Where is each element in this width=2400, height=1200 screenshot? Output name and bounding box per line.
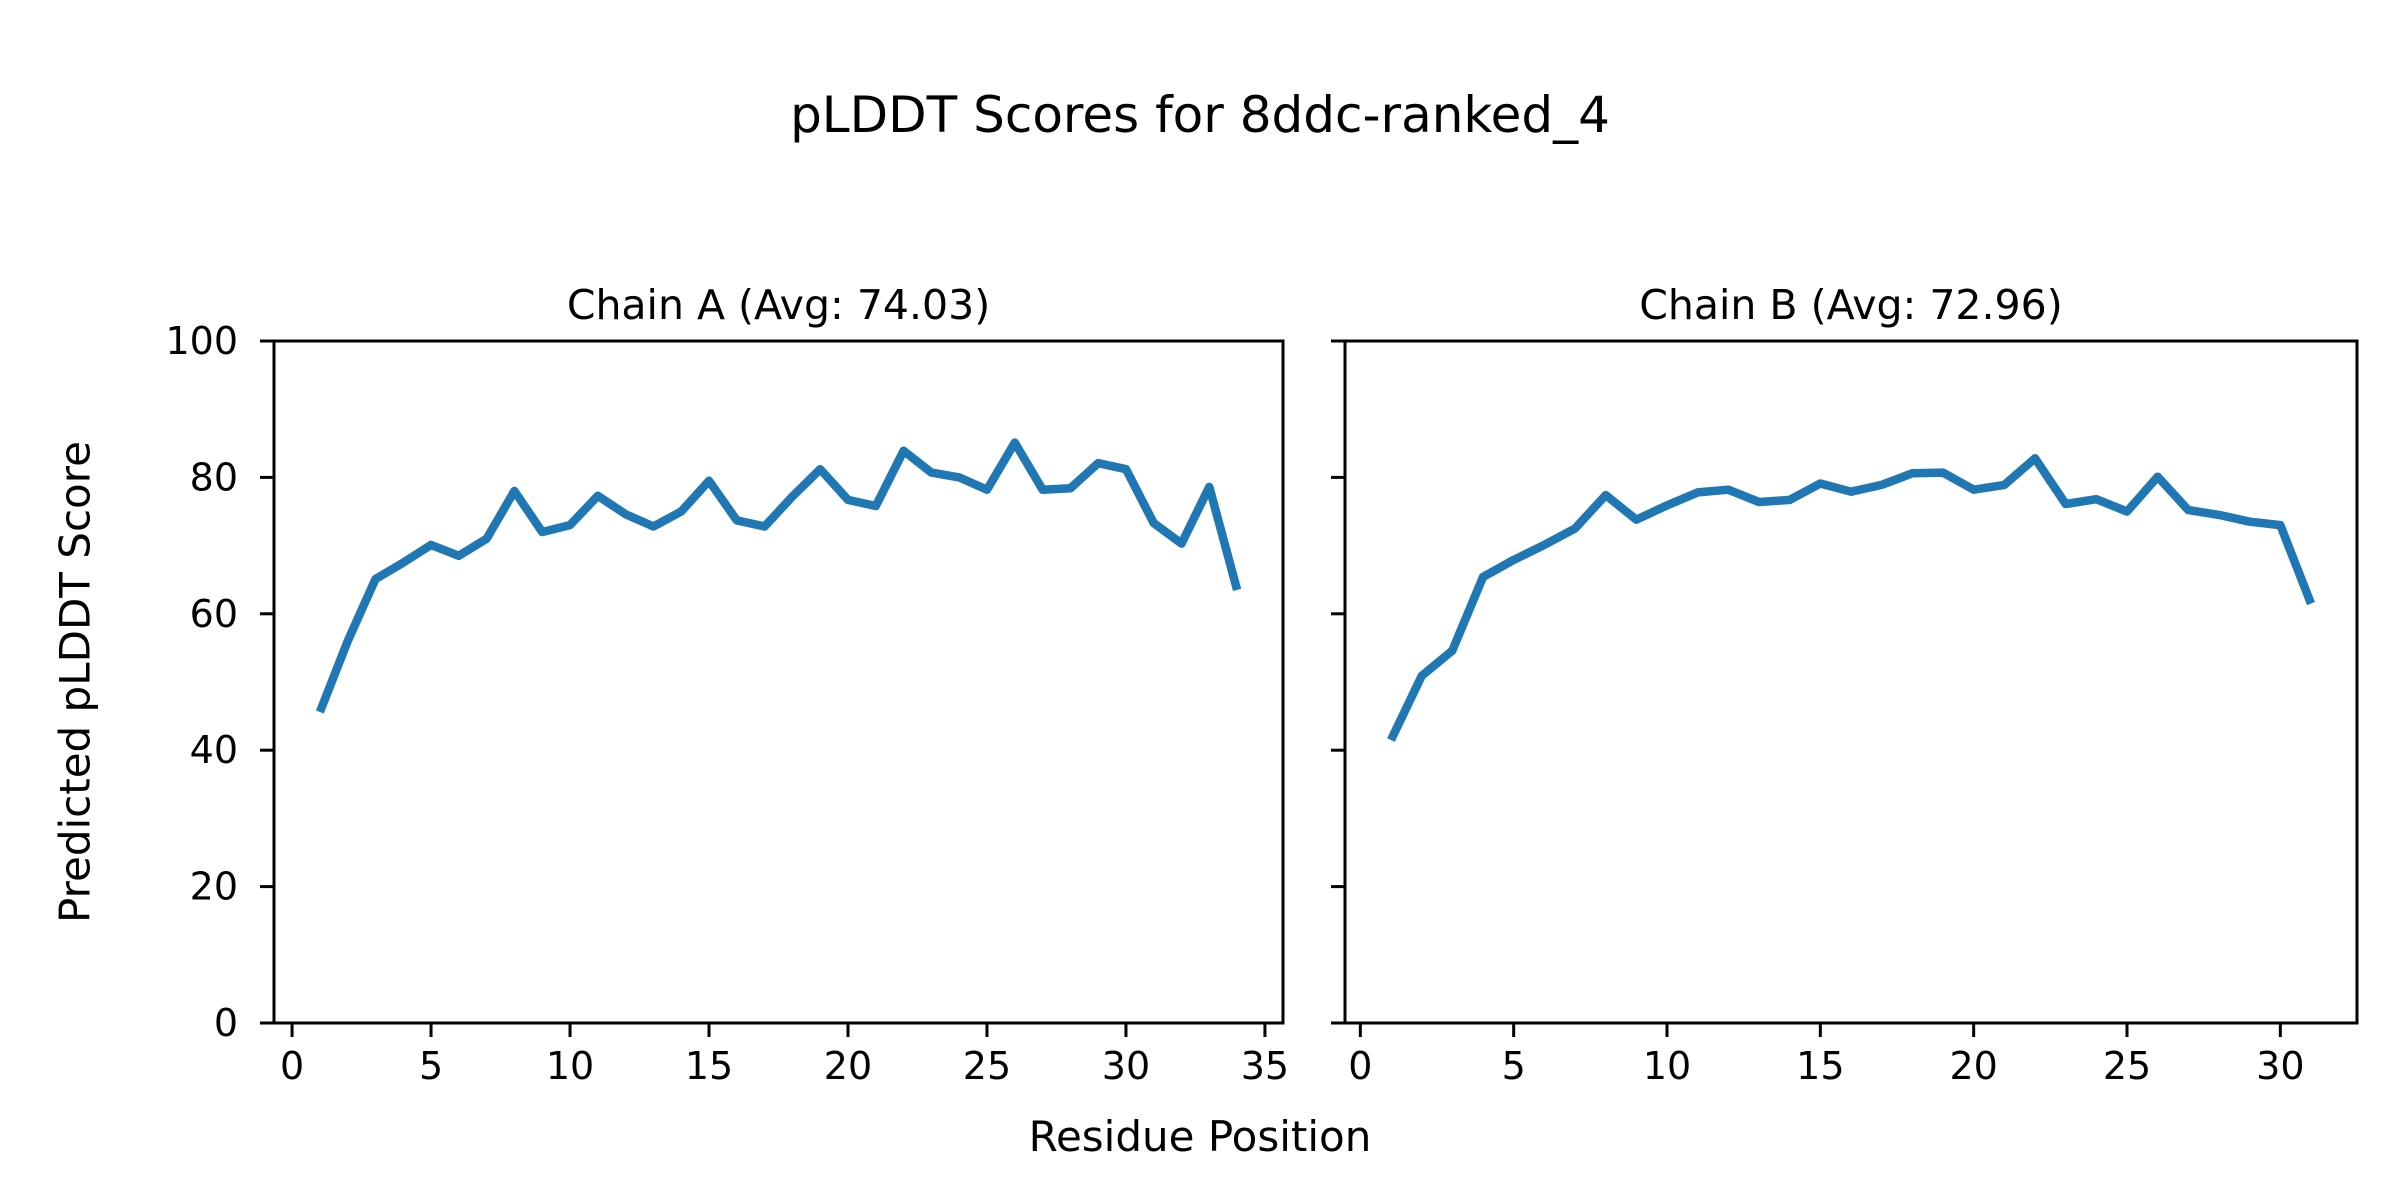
y-tick-label: 20 xyxy=(190,865,238,909)
plddt-line-chain-b xyxy=(1387,454,2315,742)
x-tick-label: 25 xyxy=(963,1044,1011,1088)
subplot-title-chain-a: Chain A (Avg: 74.03) xyxy=(566,281,991,329)
x-tick-label: 30 xyxy=(1102,1044,1150,1088)
y-axis-label: Predicted pLDDT Score xyxy=(50,441,100,923)
y-tick-label: 60 xyxy=(190,592,238,636)
figure-title: pLDDT Scores for 8ddc-ranked_4 xyxy=(790,86,1610,144)
x-tick-label: 25 xyxy=(2103,1044,2151,1088)
x-tick-label: 10 xyxy=(1643,1044,1691,1088)
axes-spines xyxy=(1343,339,2359,1025)
x-tick-label: 5 xyxy=(419,1044,443,1088)
y-tick-label: 40 xyxy=(190,728,238,772)
axes-spines xyxy=(272,339,1285,1025)
x-tick-label: 35 xyxy=(1241,1044,1289,1088)
y-tick-label: 80 xyxy=(190,455,238,499)
y-tick-label: 0 xyxy=(214,1001,238,1045)
x-tick-label: 0 xyxy=(280,1044,304,1088)
x-tick-label: 15 xyxy=(685,1044,733,1088)
x-tick-label: 20 xyxy=(824,1044,872,1088)
axes-chain-a: 0 5 10 15 20 25 30 35 0 20 40 60 80 100 xyxy=(165,319,1289,1088)
x-tick-label: 30 xyxy=(2256,1044,2304,1088)
x-axis-label: Residue Position xyxy=(1028,1112,1372,1161)
x-tick-label: 20 xyxy=(1949,1044,1997,1088)
subplot-title-chain-b: Chain B (Avg: 72.96) xyxy=(1639,281,2063,329)
y-tick-label: 100 xyxy=(165,319,238,363)
x-tick-label: 5 xyxy=(1502,1044,1526,1088)
x-tick-label: 0 xyxy=(1348,1044,1372,1088)
x-tick-label: 15 xyxy=(1796,1044,1844,1088)
x-tick-label: 10 xyxy=(546,1044,594,1088)
plddt-line-chain-a xyxy=(315,438,1242,714)
axes-chain-b: 0 5 10 15 20 25 30 xyxy=(1331,339,2359,1088)
